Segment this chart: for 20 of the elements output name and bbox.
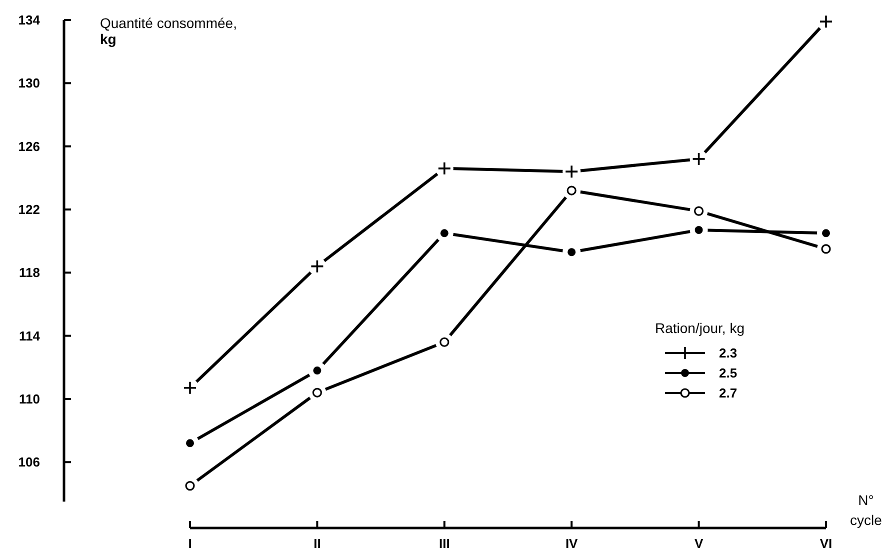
x-tick-label: II bbox=[314, 536, 321, 551]
x-tick-label: IV bbox=[565, 536, 578, 551]
legend-label: 2.5 bbox=[719, 366, 738, 381]
x-tick-label: V bbox=[694, 536, 704, 551]
y-tick-label: 114 bbox=[19, 328, 41, 344]
legend-label: 2.7 bbox=[719, 386, 738, 401]
x-tick-label: VI bbox=[820, 536, 832, 551]
y-tick-label: 110 bbox=[19, 392, 40, 407]
y-tick-label: 122 bbox=[18, 202, 40, 218]
x-tick-label: III bbox=[438, 536, 450, 551]
y-tick-label: 130 bbox=[18, 76, 40, 91]
legend-title: Ration/jour, kg bbox=[655, 320, 744, 336]
y-tick-label: 134 bbox=[18, 12, 41, 28]
y-tick-label: 118 bbox=[19, 265, 40, 280]
legend-label: 2.3 bbox=[719, 346, 738, 361]
x-axis-title: N° cycle bbox=[850, 492, 882, 528]
y-tick-label: 126 bbox=[18, 138, 40, 154]
x-tick-label: I bbox=[188, 536, 192, 551]
y-tick-label: 106 bbox=[18, 454, 40, 470]
y-axis-title: Quantité consommée, kg bbox=[100, 15, 237, 47]
